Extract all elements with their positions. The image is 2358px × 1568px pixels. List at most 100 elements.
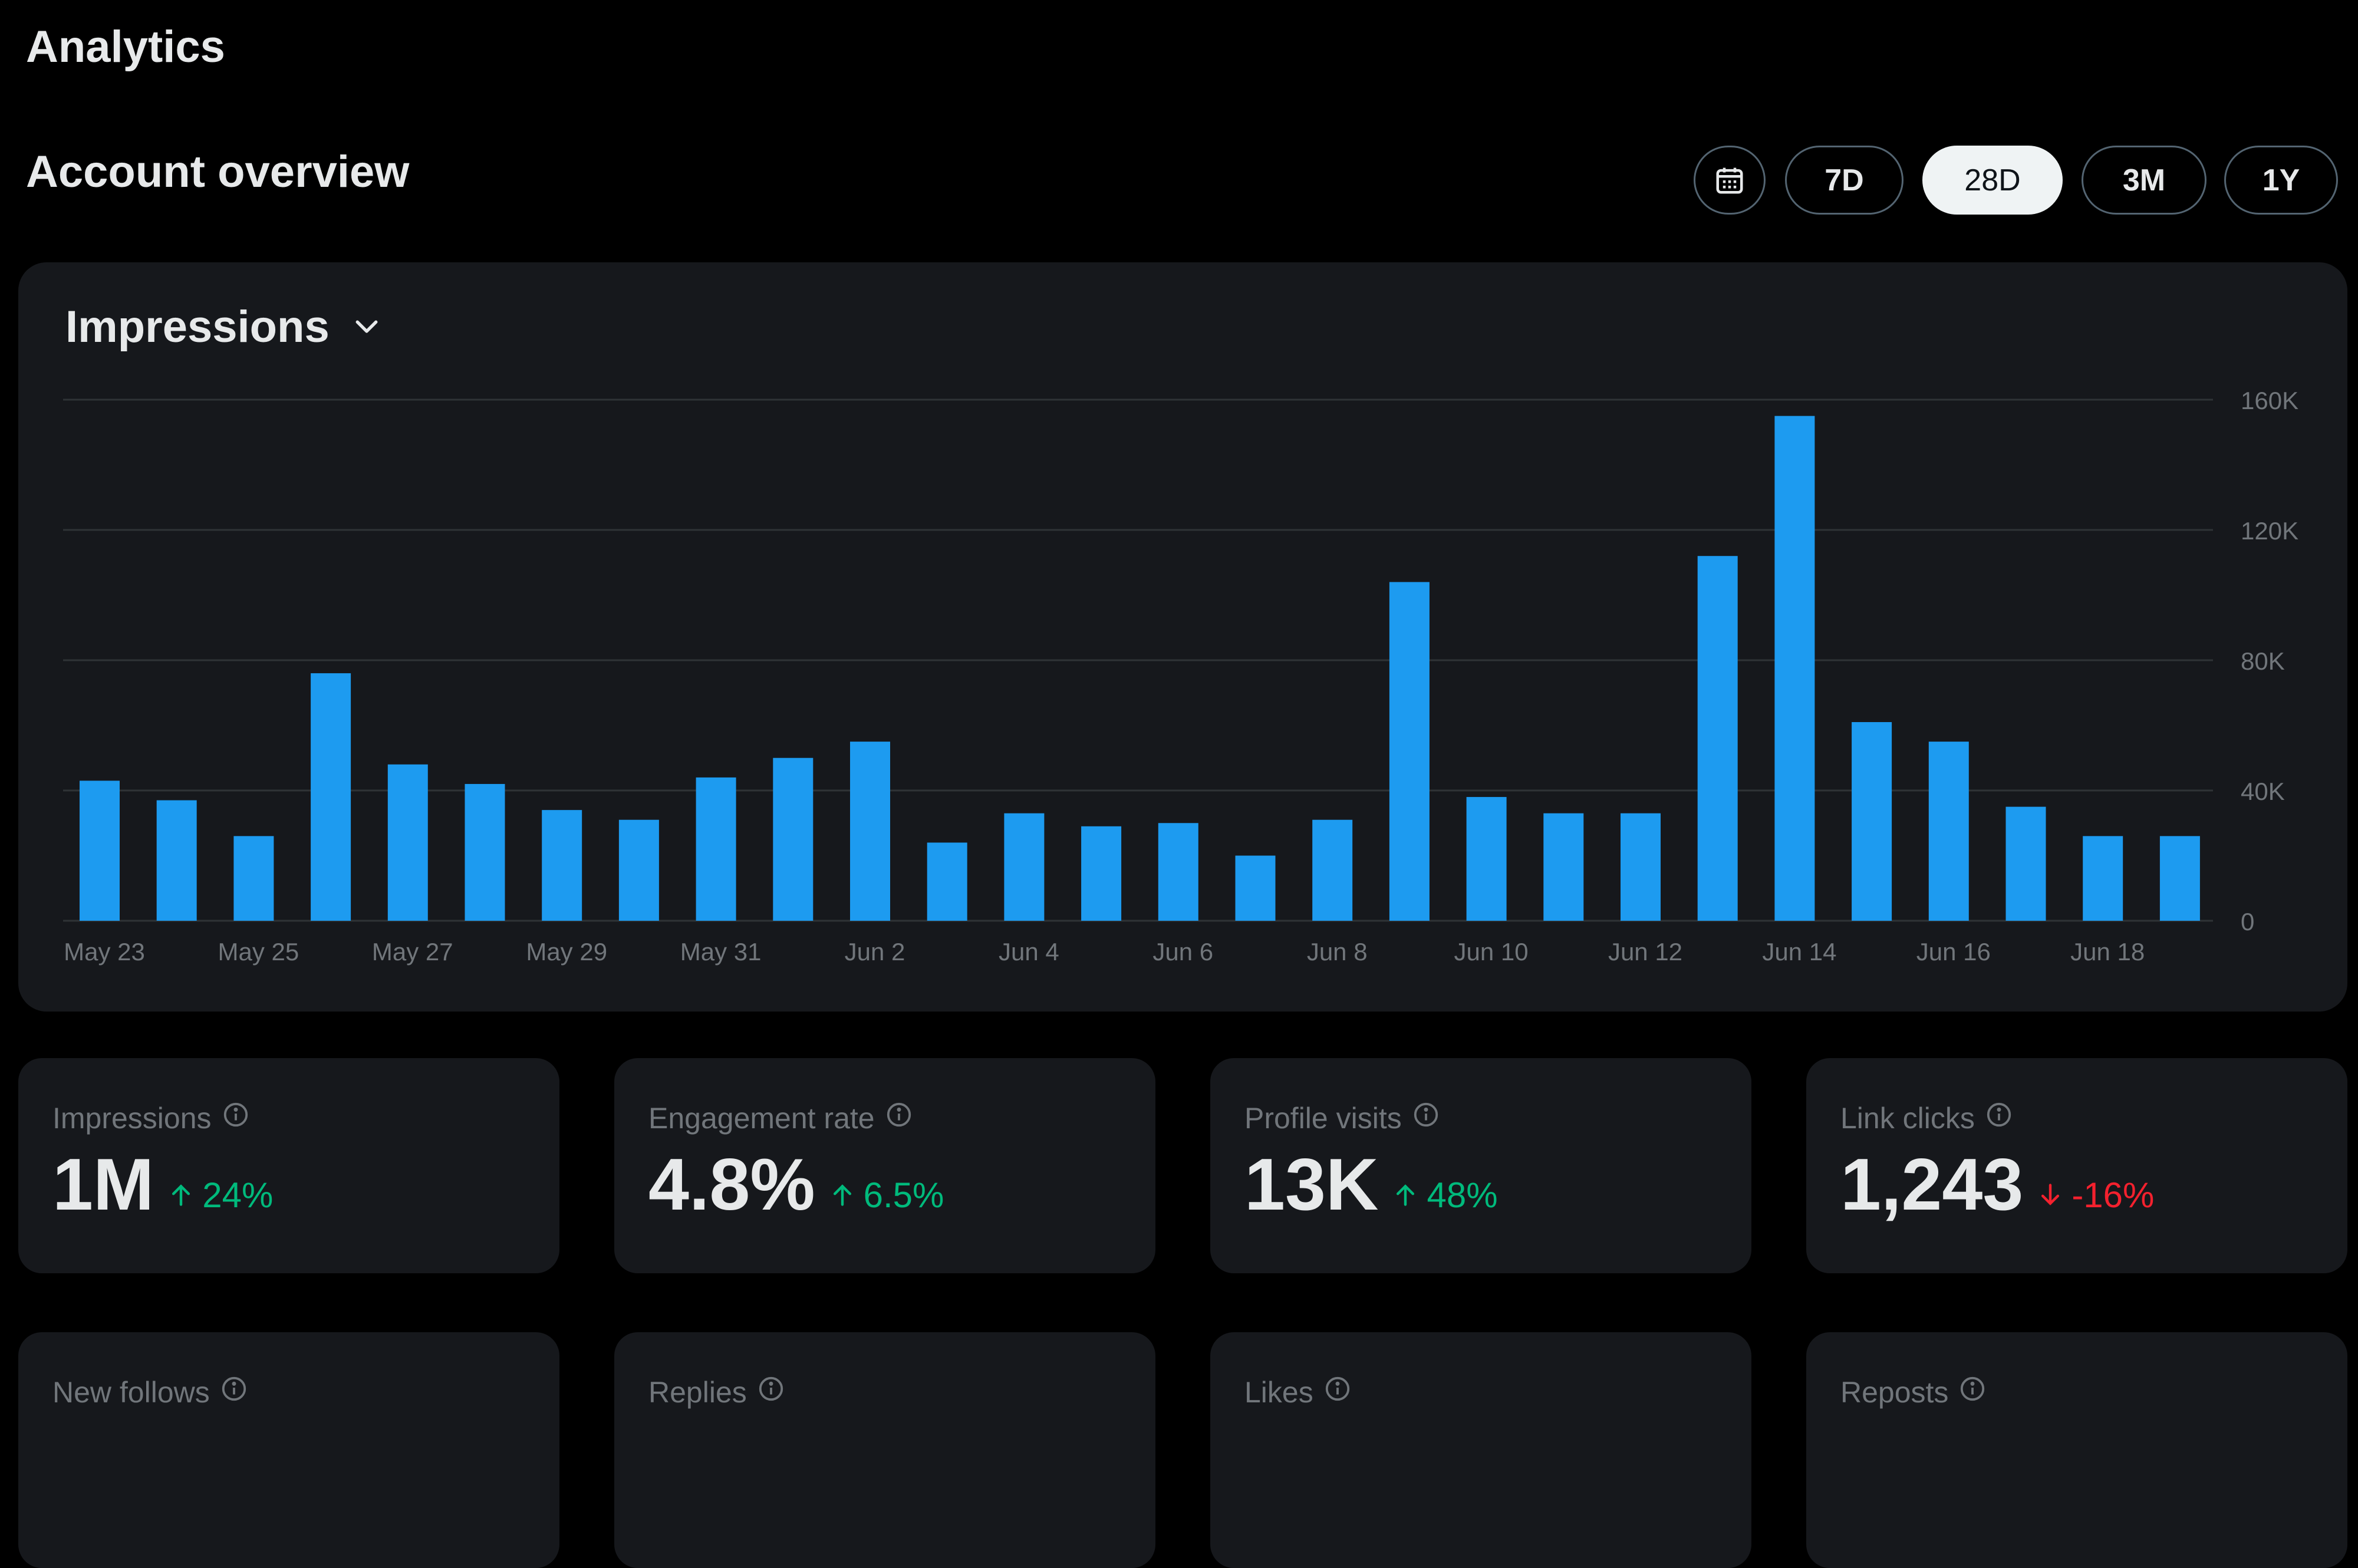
stat-card-engagement-rate[interactable]: Engagement rate 4.8% 6.5% xyxy=(614,1058,1155,1273)
stat-label: Link clicks xyxy=(1840,1102,1975,1135)
x-tick-label: Jun 4 xyxy=(999,938,1059,966)
stat-change: 24% xyxy=(168,1175,273,1215)
chart-bar[interactable] xyxy=(2005,806,2046,921)
stat-card-new-follows[interactable]: New follows xyxy=(18,1332,559,1568)
stat-value: 1M xyxy=(52,1144,154,1226)
arrow-up-icon xyxy=(172,1184,190,1206)
x-tick-label: May 29 xyxy=(526,938,607,966)
chevron-down-icon xyxy=(330,310,383,345)
stat-change-value: 6.5% xyxy=(863,1175,944,1215)
y-tick-label: 40K xyxy=(2241,778,2285,805)
metric-dropdown[interactable]: Impressions xyxy=(65,298,383,357)
stat-label: Replies xyxy=(648,1376,747,1409)
chart-bar[interactable] xyxy=(927,842,967,921)
chart-bar[interactable] xyxy=(80,780,120,921)
stat-change-value: -16% xyxy=(2072,1175,2155,1215)
stat-change: 6.5% xyxy=(829,1175,944,1215)
chart-bar[interactable] xyxy=(1543,813,1584,921)
page-title: Analytics xyxy=(26,22,225,72)
impressions-chart-card: Impressions 0 40K 80K 120K 160K May 23 May 25 M… xyxy=(18,262,2347,1012)
stat-value: 4.8% xyxy=(648,1144,815,1226)
chart-bar[interactable] xyxy=(542,810,582,921)
info-icon[interactable] xyxy=(1959,1375,1986,1410)
chart-bar[interactable] xyxy=(1235,855,1276,921)
chart-bar[interactable] xyxy=(618,819,659,921)
x-tick-label: Jun 18 xyxy=(2070,938,2145,966)
info-icon[interactable] xyxy=(222,1101,249,1136)
x-tick-label: May 31 xyxy=(680,938,762,966)
stat-label: Engagement rate xyxy=(648,1102,875,1135)
arrow-up-icon xyxy=(833,1184,851,1206)
calendar-button[interactable] xyxy=(1694,146,1766,215)
info-icon[interactable] xyxy=(1324,1375,1351,1410)
x-tick-label: Jun 10 xyxy=(1454,938,1529,966)
stat-card-link-clicks[interactable]: Link clicks 1,243 -16% xyxy=(1806,1058,2347,1273)
chart-bar[interactable] xyxy=(1928,742,1969,921)
chart-bar[interactable] xyxy=(2083,836,2123,921)
stat-change: -16% xyxy=(2037,1175,2154,1215)
x-tick-label: Jun 12 xyxy=(1608,938,1682,966)
stat-label: New follows xyxy=(52,1376,210,1409)
stat-card-profile-visits[interactable]: Profile visits 13K 48% xyxy=(1210,1058,1751,1273)
stat-card-replies[interactable]: Replies xyxy=(614,1332,1155,1568)
stat-card-reposts[interactable]: Reposts xyxy=(1806,1332,2347,1568)
chart-bar[interactable] xyxy=(1081,826,1122,921)
stat-value: 13K xyxy=(1244,1144,1379,1226)
chart-bar[interactable] xyxy=(696,777,736,921)
x-tick-label: Jun 2 xyxy=(845,938,905,966)
info-icon[interactable] xyxy=(220,1375,248,1410)
impressions-bar-chart: 0 40K 80K 120K 160K May 23 May 25 May 27 May 29 M… xyxy=(63,387,2298,966)
stat-value: 1,243 xyxy=(1840,1144,2024,1226)
x-tick-label: Jun 14 xyxy=(1762,938,1836,966)
chart-bar[interactable] xyxy=(850,742,890,921)
y-tick-label: 80K xyxy=(2241,647,2285,675)
y-tick-label: 160K xyxy=(2241,387,2298,414)
range-28d-button[interactable]: 28D xyxy=(1922,146,2063,215)
range-1y-button[interactable]: 1Y xyxy=(2224,146,2338,215)
chart-bar[interactable] xyxy=(311,673,351,921)
stat-card-impressions[interactable]: Impressions 1M 24% xyxy=(18,1058,559,1273)
stat-label: Profile visits xyxy=(1244,1102,1402,1135)
range-3m-button[interactable]: 3M xyxy=(2082,146,2206,215)
chart-bar[interactable] xyxy=(1774,416,1815,921)
chart-bar[interactable] xyxy=(1852,722,1892,921)
chart-bar[interactable] xyxy=(1621,813,1661,921)
chart-bar[interactable] xyxy=(1158,823,1198,921)
chart-bar[interactable] xyxy=(1312,819,1353,921)
chart-bar[interactable] xyxy=(2159,836,2200,921)
x-tick-label: Jun 6 xyxy=(1152,938,1213,966)
metric-dropdown-label: Impressions xyxy=(65,302,330,352)
stat-change: 48% xyxy=(1392,1175,1498,1215)
stat-change-value: 24% xyxy=(202,1175,274,1215)
stat-label: Impressions xyxy=(52,1102,212,1135)
calendar-icon xyxy=(1714,164,1746,196)
stat-change-value: 48% xyxy=(1427,1175,1498,1215)
range-7d-button[interactable]: 7D xyxy=(1785,146,1903,215)
stat-card-likes[interactable]: Likes xyxy=(1210,1332,1751,1568)
chart-bar[interactable] xyxy=(1389,582,1430,921)
section-title: Account overview xyxy=(26,147,410,197)
chart-bar[interactable] xyxy=(1004,813,1045,921)
stat-label: Reposts xyxy=(1840,1376,1949,1409)
x-tick-label: May 27 xyxy=(372,938,453,966)
chart-bar[interactable] xyxy=(1697,556,1738,921)
x-tick-label: Jun 16 xyxy=(1916,938,1991,966)
y-tick-label: 0 xyxy=(2241,908,2254,935)
chart-bar[interactable] xyxy=(773,757,814,921)
stat-label: Likes xyxy=(1244,1376,1313,1409)
chart-bar[interactable] xyxy=(156,800,197,921)
arrow-up-icon xyxy=(1397,1184,1415,1206)
chart-bar[interactable] xyxy=(1466,797,1507,921)
info-icon[interactable] xyxy=(758,1375,785,1410)
chart-bar[interactable] xyxy=(387,764,428,921)
x-tick-label: May 23 xyxy=(64,938,145,966)
chart-bar[interactable] xyxy=(465,783,505,921)
info-icon[interactable] xyxy=(1412,1101,1440,1136)
y-tick-label: 120K xyxy=(2241,517,2298,545)
chart-bar[interactable] xyxy=(233,836,274,921)
x-tick-label: Jun 8 xyxy=(1307,938,1368,966)
arrow-down-icon xyxy=(2041,1184,2060,1205)
x-tick-label: May 25 xyxy=(218,938,299,966)
info-icon[interactable] xyxy=(1985,1101,2013,1136)
info-icon[interactable] xyxy=(885,1101,913,1136)
